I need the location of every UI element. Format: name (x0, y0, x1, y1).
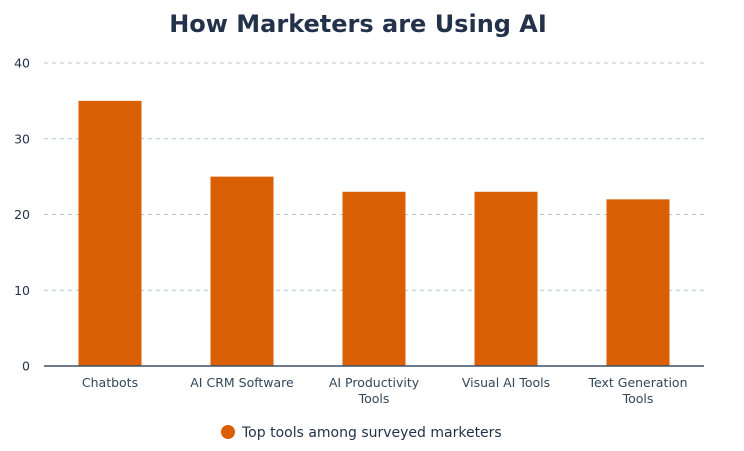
bar (606, 199, 670, 366)
x-tick-label: Text Generation Tools (588, 375, 688, 406)
y-tick-label: 40 (14, 56, 30, 71)
bar (342, 191, 406, 366)
chart-title: How Marketers are Using AI (169, 10, 547, 38)
bar (210, 176, 274, 366)
x-tick-label: AI CRM Software (190, 375, 294, 390)
legend-label: Top tools among surveyed marketers (241, 425, 502, 441)
y-tick-label: 10 (14, 283, 30, 298)
y-tick-label: 0 (22, 359, 30, 374)
legend: Top tools among surveyed marketers (221, 425, 502, 441)
x-axis-labels: Chatbots AI CRM Software AI Productivity To… (82, 375, 688, 406)
bar (474, 191, 538, 366)
x-tick-label: Visual AI Tools (462, 375, 550, 390)
bars (78, 100, 670, 366)
x-tick-label: Chatbots (82, 375, 138, 390)
y-tick-label: 20 (14, 207, 30, 222)
x-tick-label: AI Productivity Tools (329, 375, 420, 406)
y-axis-ticks: 0 10 20 30 40 (14, 56, 30, 374)
bar (78, 100, 142, 366)
legend-swatch (221, 425, 235, 439)
y-tick-label: 30 (14, 131, 30, 146)
